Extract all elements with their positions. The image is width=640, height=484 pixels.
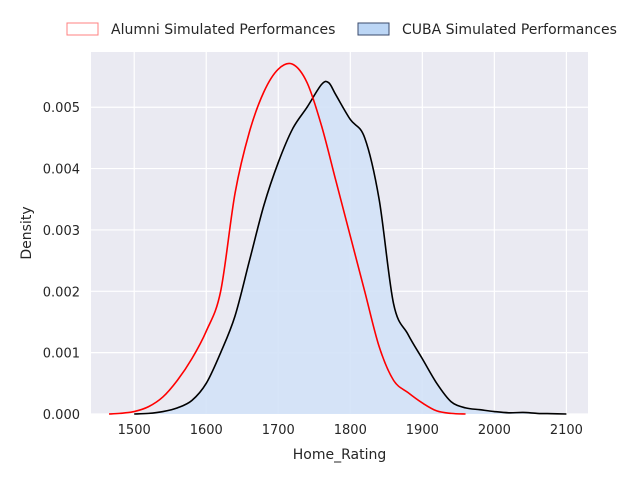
x-tick-labels: 1500 1600 1700 1800 1900 2000 2100 — [118, 423, 583, 438]
series-line-cuba — [134, 80, 567, 415]
legend-label-cuba: CUBA Simulated Performances — [402, 22, 617, 38]
x-axis-label: Home_Rating — [293, 447, 386, 463]
legend-swatch-cuba — [357, 22, 390, 36]
series-layer — [108, 62, 567, 415]
y-tick-label: 0.003 — [43, 224, 80, 239]
y-tick-label: 0.000 — [43, 408, 80, 423]
legend-swatch-alumni — [66, 22, 99, 36]
y-tick-label: 0.002 — [43, 285, 80, 300]
legend-label-alumni: Alumni Simulated Performances — [111, 22, 335, 38]
x-tick-label: 1800 — [334, 423, 367, 438]
x-tick-label: 1500 — [118, 423, 151, 438]
y-tick-labels: 0.000 0.001 0.002 0.003 0.004 0.005 — [43, 101, 80, 423]
x-tick-label: 1700 — [262, 423, 295, 438]
x-tick-label: 2000 — [478, 423, 511, 438]
legend: Alumni Simulated Performances CUBA Simul… — [66, 22, 617, 38]
series-line-alumni — [108, 62, 466, 415]
y-tick-label: 0.004 — [43, 163, 80, 178]
x-tick-label: 2100 — [550, 423, 583, 438]
series-area-cuba — [134, 81, 567, 414]
y-tick-label: 0.005 — [43, 101, 80, 116]
y-axis-label: Density — [19, 206, 35, 259]
x-tick-label: 1600 — [190, 423, 223, 438]
x-tick-label: 1900 — [406, 423, 439, 438]
y-tick-label: 0.001 — [43, 347, 80, 362]
